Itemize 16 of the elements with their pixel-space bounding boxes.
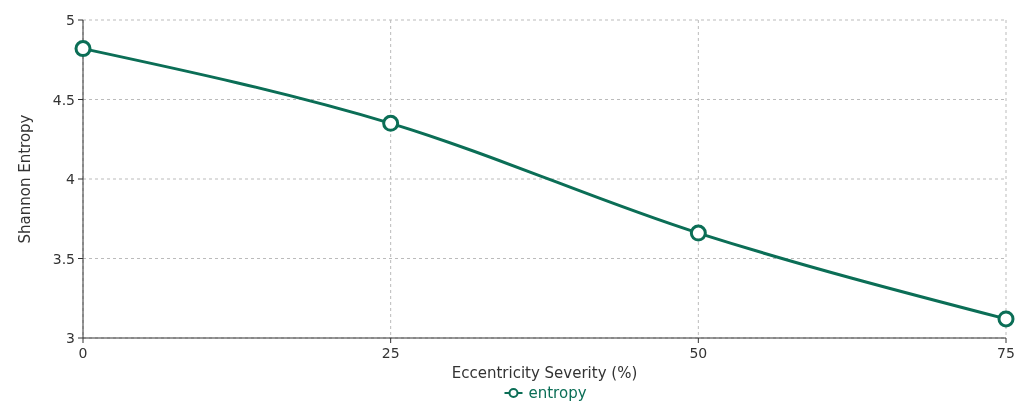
x-tick-label: 25 xyxy=(381,345,400,361)
y-tick-label: 5 xyxy=(66,12,75,28)
x-tick-label: 75 xyxy=(997,345,1015,361)
point xyxy=(382,114,400,132)
y-tick-label: 3 xyxy=(66,330,75,346)
point xyxy=(689,224,707,242)
point xyxy=(74,40,92,58)
x-tick-label: 50 xyxy=(689,345,708,361)
y-tick-label: 4 xyxy=(66,171,76,187)
x-tick-label: 0 xyxy=(78,345,88,361)
point xyxy=(997,310,1015,328)
y-axis-title: Shannon Entropy xyxy=(16,114,34,244)
x-axis-title: Eccentricity Severity (%) xyxy=(451,364,638,382)
y-tick-label: 4.5 xyxy=(52,91,75,108)
y-tick-label: 3.5 xyxy=(52,250,75,267)
legend-label: entropy xyxy=(528,384,587,402)
